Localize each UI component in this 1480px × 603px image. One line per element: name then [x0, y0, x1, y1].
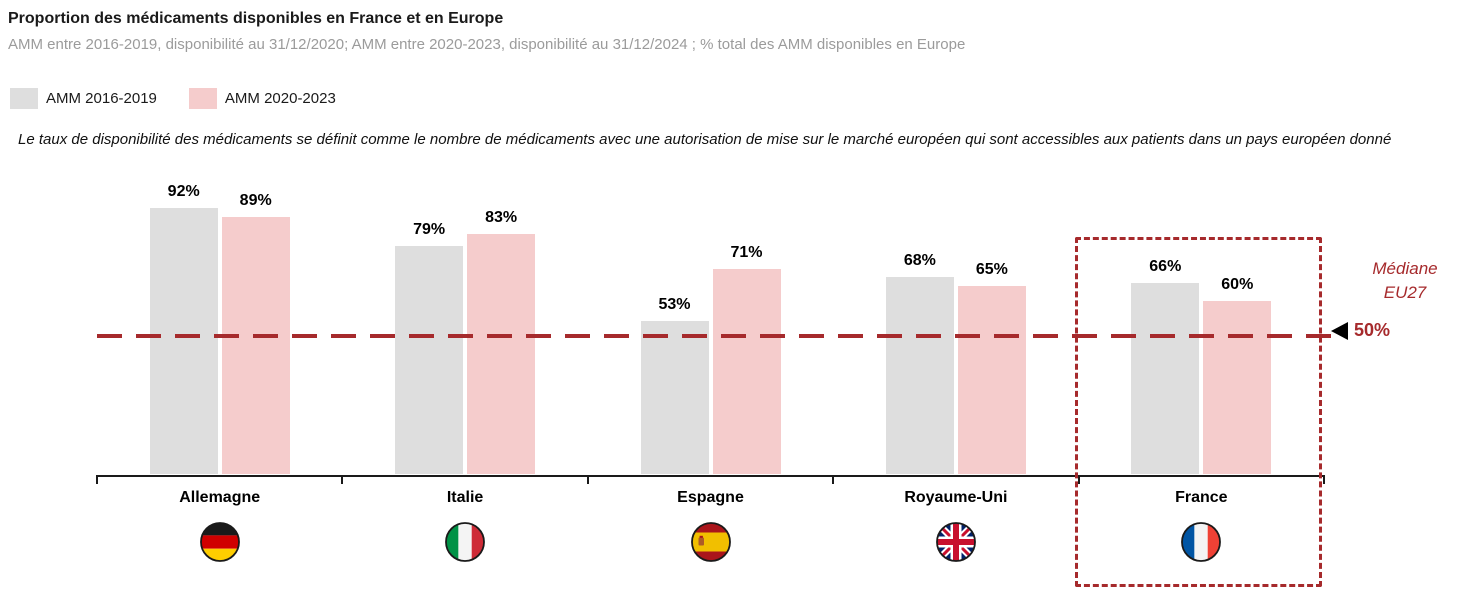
bar-royaume-uni-serie1	[885, 277, 954, 474]
flag-icon-de	[199, 522, 240, 567]
page-title: Proportion des médicaments disponibles e…	[8, 10, 504, 27]
bar-italie-serie2	[467, 234, 536, 474]
category-label-italie: Italie	[446, 489, 484, 506]
median-line	[97, 327, 1331, 345]
bar-espagne-serie2	[712, 269, 781, 474]
bar-espagne-serie1	[640, 321, 709, 474]
category-label-allemagne: Allemagne	[179, 489, 261, 506]
definition-note: Le taux de disponibilité des médicaments…	[18, 131, 1392, 148]
legend-label: AMM 2020-2023	[224, 90, 336, 107]
legend-swatch	[10, 88, 38, 109]
median-label: Médiane EU27	[1372, 259, 1438, 302]
flag-icon-fr	[1181, 522, 1222, 567]
category-label-france: France	[1175, 489, 1228, 506]
x-axis	[97, 475, 1324, 477]
legend-item-1: AMM 2020-2023	[188, 88, 336, 109]
legend-item-0: AMM 2016-2019	[10, 88, 157, 109]
axis-tick	[1077, 475, 1080, 484]
bar-value-label: 68%	[903, 252, 936, 269]
axis-tick	[341, 475, 344, 484]
bar-value-label: 65%	[975, 261, 1008, 278]
bar-france-serie2	[1203, 301, 1272, 474]
median-arrow-icon	[1331, 321, 1348, 340]
bar-value-label: 79%	[413, 221, 446, 238]
axis-tick	[832, 475, 835, 484]
bar-value-label: 89%	[239, 192, 272, 209]
highlight-box-france	[1075, 237, 1322, 587]
bar-italie-serie1	[395, 246, 464, 474]
flag-icon-es	[690, 522, 731, 567]
chart-legend: AMM 2016-2019 AMM 2020-2023	[10, 88, 368, 109]
flag-icon-it	[445, 522, 485, 567]
axis-tick	[1323, 475, 1325, 484]
axis-tick	[96, 475, 98, 484]
category-label-espagne: Espagne	[677, 489, 744, 506]
bar-allemagne-serie1	[149, 208, 218, 474]
legend-label: AMM 2016-2019	[46, 90, 157, 107]
bar-value-label: 83%	[485, 209, 518, 226]
category-label-royaume-uni: Royaume-Uni	[904, 489, 1008, 506]
page-subtitle: AMM entre 2016-2019, disponibilité au 31…	[8, 36, 966, 53]
bar-value-label: 92%	[167, 183, 200, 200]
axis-tick	[586, 475, 589, 484]
bar-value-label: 60%	[1221, 276, 1254, 293]
median-value-label: 50%	[1354, 319, 1391, 340]
flag-icon-gb	[935, 522, 976, 567]
bar-value-label: 71%	[730, 244, 763, 261]
bar-value-label: 66%	[1149, 258, 1182, 275]
bar-royaume-uni-serie2	[957, 286, 1026, 474]
bar-value-label: 53%	[658, 296, 691, 313]
bar-france-serie1	[1131, 283, 1200, 474]
legend-swatch	[188, 88, 217, 109]
bar-allemagne-serie2	[221, 217, 290, 474]
